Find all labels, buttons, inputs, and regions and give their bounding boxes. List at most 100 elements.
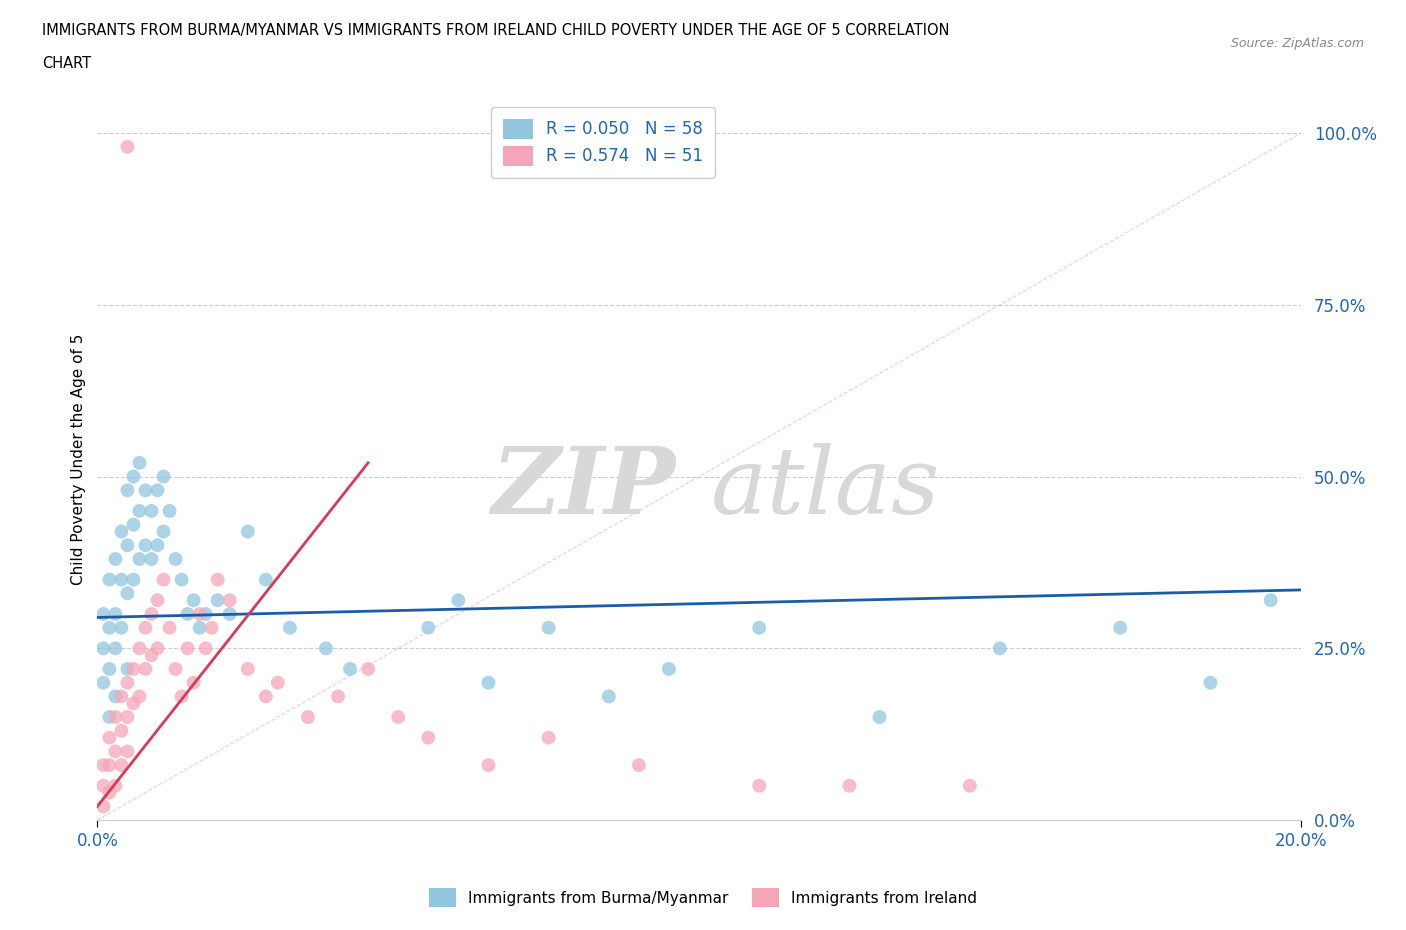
Point <box>315 641 337 656</box>
Point <box>218 606 240 621</box>
Point <box>1199 675 1222 690</box>
Point <box>128 641 150 656</box>
Point <box>98 572 121 587</box>
Text: IMMIGRANTS FROM BURMA/MYANMAR VS IMMIGRANTS FROM IRELAND CHILD POVERTY UNDER THE: IMMIGRANTS FROM BURMA/MYANMAR VS IMMIGRA… <box>42 23 949 38</box>
Point <box>152 525 174 539</box>
Point <box>188 606 211 621</box>
Point <box>959 778 981 793</box>
Point <box>326 689 349 704</box>
Point <box>477 675 499 690</box>
Point <box>98 758 121 773</box>
Point <box>267 675 290 690</box>
Point <box>104 606 127 621</box>
Point <box>128 551 150 566</box>
Point <box>194 641 217 656</box>
Point <box>117 586 139 601</box>
Point <box>218 592 240 607</box>
Point <box>194 606 217 621</box>
Point <box>98 730 121 745</box>
Y-axis label: Child Poverty Under the Age of 5: Child Poverty Under the Age of 5 <box>72 334 86 585</box>
Point <box>117 538 139 552</box>
Point <box>418 730 440 745</box>
Point <box>93 675 115 690</box>
Point <box>254 572 277 587</box>
Point <box>122 469 145 484</box>
Point <box>537 730 560 745</box>
Point <box>117 744 139 759</box>
Point <box>339 661 361 676</box>
Point <box>159 503 181 518</box>
Point <box>122 661 145 676</box>
Point <box>357 661 380 676</box>
Text: atlas: atlas <box>711 444 941 533</box>
Point <box>1109 620 1132 635</box>
Point <box>152 469 174 484</box>
Point <box>254 689 277 704</box>
Point <box>122 696 145 711</box>
Point <box>748 620 770 635</box>
Point <box>387 710 409 724</box>
Point <box>134 661 156 676</box>
Point <box>165 661 187 676</box>
Point <box>627 758 650 773</box>
Point <box>170 689 193 704</box>
Point <box>201 620 224 635</box>
Point <box>838 778 860 793</box>
Point <box>104 744 127 759</box>
Point <box>93 778 115 793</box>
Point <box>447 592 470 607</box>
Point <box>110 724 132 738</box>
Point <box>170 572 193 587</box>
Point <box>159 620 181 635</box>
Point <box>297 710 319 724</box>
Point <box>93 641 115 656</box>
Point <box>104 551 127 566</box>
Point <box>93 758 115 773</box>
Point <box>869 710 891 724</box>
Legend: Immigrants from Burma/Myanmar, Immigrants from Ireland: Immigrants from Burma/Myanmar, Immigrant… <box>423 883 983 913</box>
Point <box>1260 592 1282 607</box>
Point <box>418 620 440 635</box>
Point <box>477 758 499 773</box>
Point <box>152 572 174 587</box>
Point <box>658 661 681 676</box>
Point <box>128 689 150 704</box>
Point <box>176 606 198 621</box>
Point <box>93 799 115 814</box>
Point <box>110 758 132 773</box>
Text: Source: ZipAtlas.com: Source: ZipAtlas.com <box>1230 37 1364 50</box>
Point <box>110 525 132 539</box>
Point <box>104 710 127 724</box>
Point <box>117 140 139 154</box>
Point <box>278 620 301 635</box>
Point <box>176 641 198 656</box>
Point <box>188 620 211 635</box>
Point <box>98 785 121 800</box>
Point <box>207 592 229 607</box>
Point <box>236 661 259 676</box>
Text: ZIP: ZIP <box>491 444 675 533</box>
Point <box>165 551 187 566</box>
Point <box>236 525 259 539</box>
Point <box>183 675 205 690</box>
Point <box>134 620 156 635</box>
Point <box>146 641 169 656</box>
Point <box>537 620 560 635</box>
Point <box>104 778 127 793</box>
Point <box>110 620 132 635</box>
Legend: R = 0.050   N = 58, R = 0.574   N = 51: R = 0.050 N = 58, R = 0.574 N = 51 <box>491 107 714 178</box>
Point <box>146 483 169 498</box>
Point <box>598 689 620 704</box>
Point <box>110 572 132 587</box>
Point <box>183 592 205 607</box>
Point <box>141 606 163 621</box>
Point <box>122 572 145 587</box>
Point <box>128 456 150 471</box>
Point <box>146 538 169 552</box>
Point <box>117 710 139 724</box>
Point <box>104 641 127 656</box>
Point <box>141 503 163 518</box>
Point <box>104 689 127 704</box>
Point <box>117 483 139 498</box>
Point <box>93 606 115 621</box>
